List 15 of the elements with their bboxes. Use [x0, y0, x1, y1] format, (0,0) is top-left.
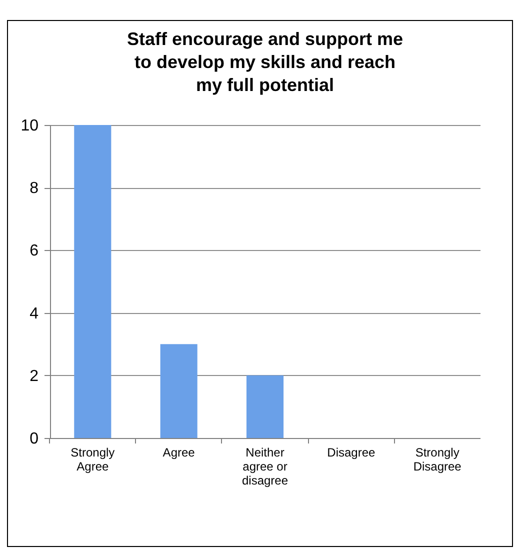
y-tick-label: 0 — [30, 430, 39, 448]
y-tick-label: 8 — [30, 180, 39, 198]
y-tick-label: 2 — [30, 368, 39, 385]
x-tick-label: Neither agree or disagree — [242, 446, 288, 488]
chart-title: Staff encourage and support me to develop my skills and reach my full potential — [126, 29, 404, 95]
y-tick-label: 10 — [20, 118, 39, 134]
y-tick-label: 4 — [30, 305, 39, 322]
x-tick-label: Strongly Agree — [70, 446, 115, 474]
x-tick-label: Agree — [162, 446, 196, 460]
y-tick-label: 6 — [30, 242, 39, 260]
x-tick-label: Strongly Disagree — [413, 446, 462, 474]
bar — [160, 344, 198, 438]
bar — [246, 375, 284, 438]
bar — [74, 125, 112, 438]
x-tick-label: Disagree — [327, 446, 376, 460]
